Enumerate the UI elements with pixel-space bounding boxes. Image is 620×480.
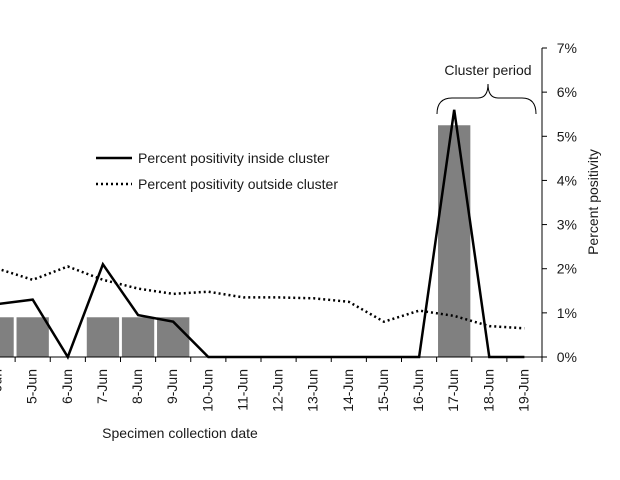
x-tick-label-19-Jun: 19-Jun: [515, 369, 531, 412]
x-tick-label-14-Jun: 14-Jun: [340, 369, 356, 412]
cluster-period-brace: [436, 83, 537, 115]
y-axis-label: Percent positivity: [585, 149, 601, 255]
bar-9-Jun: [157, 317, 190, 357]
bar-group: [0, 125, 471, 357]
cluster-period-annotation: Cluster period: [436, 62, 537, 115]
x-axis-label: Specimen collection date: [102, 425, 258, 441]
legend-label-inside-cluster: Percent positivity inside cluster: [138, 150, 330, 166]
x-tick-label-8-Jun: 8-Jun: [129, 369, 145, 404]
y-axis: 0% 1% 2% 3% 4% 5% 6% 7%: [541, 40, 577, 365]
x-tick-label-17-Jun: 17-Jun: [445, 369, 461, 412]
bar-7-Jun: [86, 317, 120, 357]
x-tick-label-16-Jun: 16-Jun: [410, 369, 426, 412]
y-tick-label-5: 5%: [557, 128, 577, 144]
x-tick-label-6-Jun: 6-Jun: [59, 369, 75, 404]
y-tick-label-0: 0%: [557, 349, 577, 365]
cluster-period-label: Cluster period: [444, 62, 531, 78]
y-tick-label-1: 1%: [557, 305, 577, 321]
bar-8-Jun: [121, 317, 155, 357]
x-axis-ticks: Jun 5-Jun 6-Jun 7-Jun 8-Jun 9-Jun 10-Jun 11-Jun…: [0, 356, 543, 412]
legend-label-outside-cluster: Percent positivity outside cluster: [138, 176, 338, 192]
x-tick-label-4-Jun: Jun: [0, 369, 5, 392]
y-tick-label-2: 2%: [557, 261, 577, 277]
bar-4-Jun: [0, 317, 14, 357]
x-tick-label-10-Jun: 10-Jun: [199, 369, 215, 412]
x-tick-label-15-Jun: 15-Jun: [375, 369, 391, 412]
legend: Percent positivity inside cluster Percen…: [96, 150, 338, 192]
y-tick-label-3: 3%: [557, 217, 577, 233]
x-tick-label-18-Jun: 18-Jun: [480, 369, 496, 412]
x-tick-label-9-Jun: 9-Jun: [164, 369, 180, 404]
y-tick-label-4: 4%: [557, 172, 577, 188]
x-tick-label-7-Jun: 7-Jun: [94, 369, 110, 404]
x-tick-label-12-Jun: 12-Jun: [270, 369, 286, 412]
y-tick-label-6: 6%: [557, 84, 577, 100]
bar-17-Jun: [438, 125, 471, 357]
bar-5-Jun: [16, 317, 49, 357]
x-tick-label-13-Jun: 13-Jun: [305, 369, 321, 412]
x-tick-label-5-Jun: 5-Jun: [24, 369, 40, 404]
y-tick-label-7: 7%: [557, 40, 577, 56]
series-line-outside-cluster: [0, 265, 525, 330]
x-tick-label-11-Jun: 11-Jun: [234, 369, 250, 411]
